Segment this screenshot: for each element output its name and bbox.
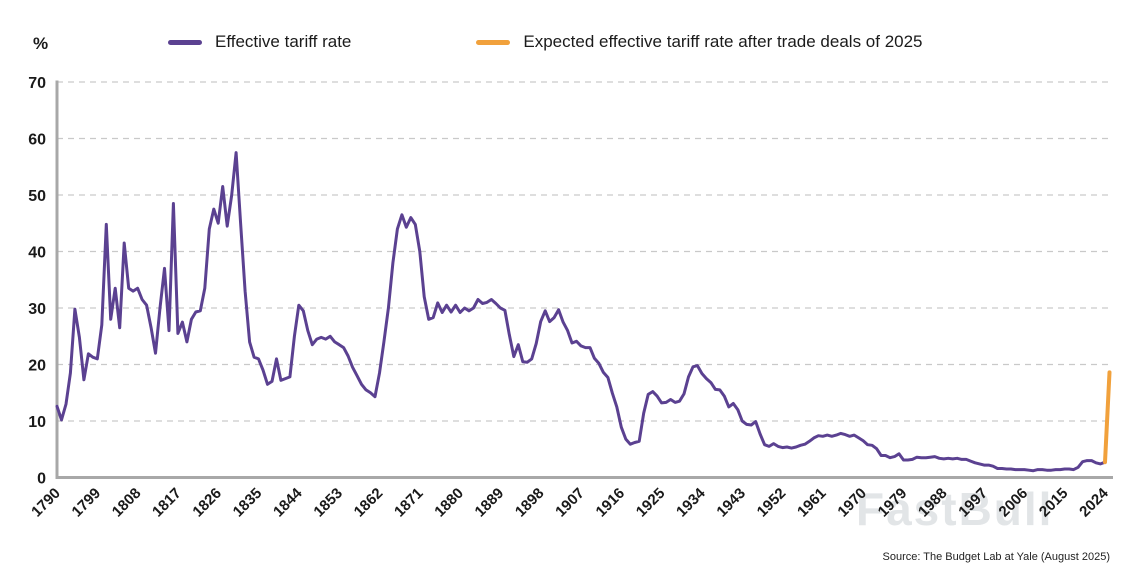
x-tick-label-1961: 1961 — [794, 485, 830, 521]
legend: Effective tariff rate Expected effective… — [168, 32, 923, 52]
y-tick-label-60: 60 — [28, 132, 46, 149]
x-tick-label-1934: 1934 — [673, 484, 709, 520]
x-tick-label-2015: 2015 — [1036, 485, 1072, 521]
x-tick-label-1952: 1952 — [754, 485, 790, 521]
x-tick-label-1988: 1988 — [915, 485, 951, 521]
x-tick-label-2024: 2024 — [1076, 484, 1112, 520]
y-tick-label-20: 20 — [28, 358, 46, 375]
x-tick-label-1790: 1790 — [28, 485, 64, 521]
x-tick-label-1925: 1925 — [633, 485, 669, 521]
effective-tariff-line — [55, 151, 1107, 473]
x-tick-label-1826: 1826 — [189, 485, 225, 521]
x-tick-label-1889: 1889 — [472, 485, 508, 521]
legend-item-expected-tariff: Expected effective tariff rate after tra… — [476, 32, 923, 52]
x-tick-label-1943: 1943 — [713, 485, 749, 521]
x-tick-label-2006: 2006 — [996, 485, 1032, 521]
x-tick-label-1799: 1799 — [69, 485, 105, 521]
y-tick-label-40: 40 — [28, 245, 46, 262]
x-tick-label-1835: 1835 — [230, 485, 266, 521]
x-tick-label-1970: 1970 — [834, 485, 870, 521]
x-tick-label-1907: 1907 — [552, 485, 588, 521]
y-tick-label-0: 0 — [37, 471, 46, 488]
x-tick-label-1997: 1997 — [955, 485, 991, 521]
x-tick-label-1853: 1853 — [310, 485, 346, 521]
effective-tariff-swatch-icon — [168, 39, 202, 45]
x-tick-label-1808: 1808 — [109, 485, 145, 521]
legend-label-effective-tariff: Effective tariff rate — [215, 32, 352, 51]
expected-tariff-swatch-icon — [476, 39, 511, 45]
legend-item-effective-tariff: Effective tariff rate — [168, 32, 352, 52]
x-tick-label-1862: 1862 — [351, 485, 387, 521]
x-tick-label-1871: 1871 — [391, 485, 427, 521]
watermark: FastBull — [856, 483, 1054, 535]
x-tick-label-1817: 1817 — [149, 485, 185, 521]
expected-tariff-line — [1103, 370, 1112, 465]
x-tick-label-1916: 1916 — [593, 485, 629, 521]
x-tick-label-1979: 1979 — [875, 485, 911, 521]
y-tick-label-70: 70 — [28, 75, 46, 92]
y-tick-label-50: 50 — [28, 188, 46, 205]
y-axis-unit-label: % — [33, 34, 49, 53]
y-tick-label-30: 30 — [28, 301, 46, 318]
legend-label-expected-tariff: Expected effective tariff rate after tra… — [523, 32, 923, 51]
x-tick-label-1844: 1844 — [270, 484, 306, 520]
x-tick-label-1880: 1880 — [431, 485, 467, 521]
source-note: Source: The Budget Lab at Yale (August 2… — [882, 551, 1111, 563]
y-tick-label-10: 10 — [28, 414, 46, 431]
x-tick-label-1898: 1898 — [512, 485, 548, 521]
